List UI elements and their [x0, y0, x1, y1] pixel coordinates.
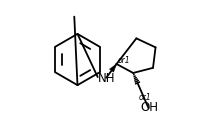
Text: or1: or1: [138, 93, 151, 102]
Text: OH: OH: [140, 101, 158, 114]
Text: NH: NH: [98, 72, 116, 85]
Polygon shape: [109, 64, 117, 72]
Text: or1: or1: [118, 56, 130, 65]
